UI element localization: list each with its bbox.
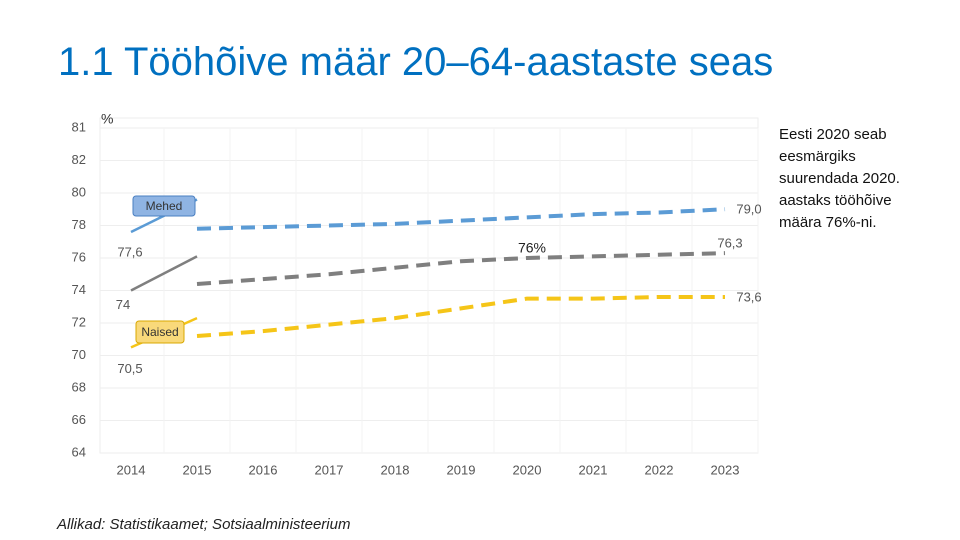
y-tick-label: 72 <box>72 314 86 329</box>
y-tick-label: 78 <box>72 217 86 232</box>
line-series <box>196 251 726 286</box>
data-label: 77,6 <box>117 244 142 259</box>
y-tick-label: 81 <box>72 119 86 134</box>
annotation-line: Eesti 2020 seab <box>779 126 887 143</box>
data-label: 76% <box>518 240 546 256</box>
x-tick-label: 2018 <box>381 462 410 477</box>
x-tick-label: 2015 <box>183 462 212 477</box>
annotation: Eesti 2020 seab eesmärgiks suurendada 2020… <box>779 124 900 234</box>
x-tick-label: 2023 <box>711 462 740 477</box>
annotation-line: eesmärgiks <box>779 148 856 165</box>
slide-title: 1.1 Tööhõive määr 20–64-aastaste seas <box>58 40 774 84</box>
x-tick-label: 2021 <box>579 462 608 477</box>
y-tick-label: 64 <box>72 444 86 459</box>
data-label: 76,3 <box>717 236 742 251</box>
series-label-box <box>135 320 185 344</box>
annotation-line: aastaks tööhõive <box>779 192 892 209</box>
data-label: 74 <box>116 297 130 312</box>
y-tick-label: 70 <box>72 347 86 362</box>
x-tick-label: 2022 <box>645 462 674 477</box>
data-label: 73,6 <box>736 289 761 304</box>
line-series <box>196 295 725 338</box>
line-series <box>130 255 198 292</box>
x-tick-label: 2017 <box>315 462 344 477</box>
series-label-box <box>132 195 196 217</box>
series-label: Naised <box>141 325 178 339</box>
y-tick-label: 80 <box>72 184 86 199</box>
y-tick-label: 68 <box>72 379 86 394</box>
data-label: 79,0 <box>736 202 761 217</box>
y-tick-label: 74 <box>72 282 86 297</box>
x-tick-label: 2014 <box>117 462 146 477</box>
annotation-line: määra 76%-ni. <box>779 214 877 231</box>
data-label: 70,5 <box>117 361 142 376</box>
annotation-line: suurendada 2020. <box>779 170 900 187</box>
x-tick-label: 2019 <box>447 462 476 477</box>
x-tick-label: 2016 <box>249 462 278 477</box>
y-tick-label: 82 <box>72 152 86 167</box>
line-series <box>196 207 726 231</box>
source-note: Allikad: Statistikaamet; Sotsiaalministe… <box>57 516 351 533</box>
y-axis-unit: % <box>101 111 113 127</box>
series-label: Mehed <box>146 199 183 213</box>
y-tick-label: 76 <box>72 249 86 264</box>
y-tick-label: 66 <box>72 412 86 427</box>
x-tick-label: 2020 <box>513 462 542 477</box>
